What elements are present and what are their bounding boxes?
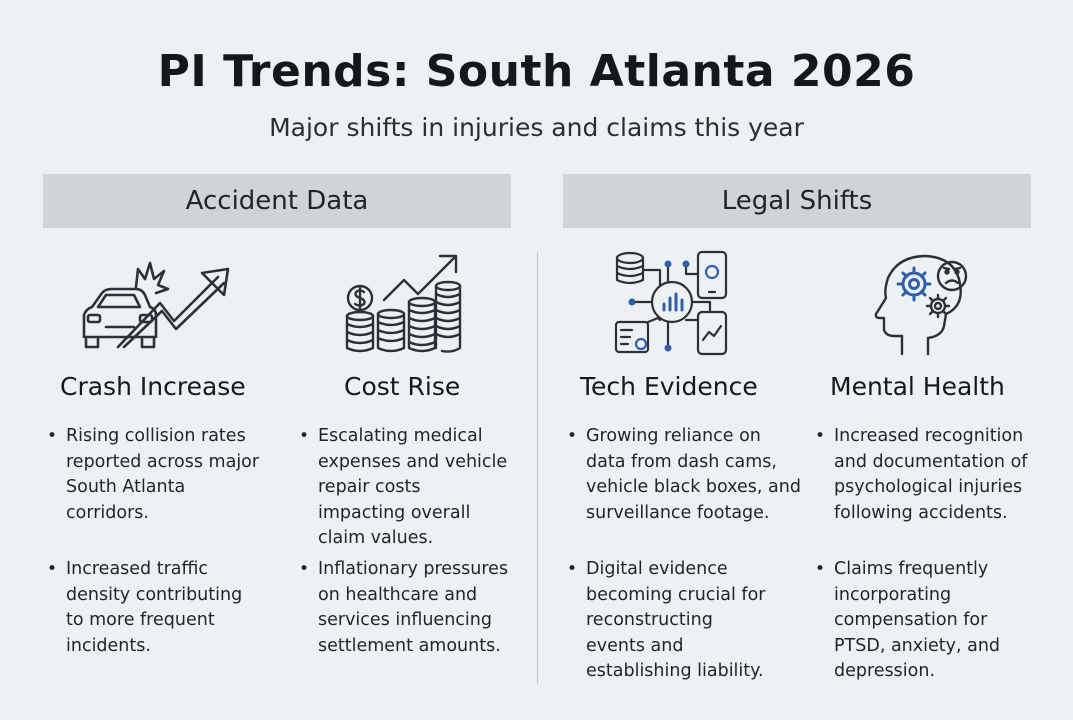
bullet-line: PTSD, anxiety, and [834,635,1001,656]
bullet-line: expenses and vehicle [318,451,508,472]
bullet-dot: • [815,559,826,579]
car-crash-trend-icon [78,255,233,350]
bullet-crash-increase-2: • Increased traffic density contributing… [47,557,243,659]
bullet-line: on healthcare and [318,584,478,605]
bullet-dot: • [567,426,578,446]
bullet-line: Increased recognition [834,426,1024,446]
bullet-cost-rise-2: • Inflationary pressures on healthcare a… [299,557,509,659]
bullet-line: Growing reliance on [586,426,761,446]
coins-trend-icon [342,250,467,358]
bullet-line: events and [586,635,684,656]
bullet-line: vehicle black boxes, and [586,477,801,497]
bullet-line: establishing liability. [586,661,764,681]
bullet-line: reported across major [66,451,260,472]
bullet-line: Escalating medical [318,426,483,446]
bullet-line: to more frequent [66,610,215,630]
column-divider [537,252,538,684]
bullet-dot: • [299,426,310,446]
column-title-tech-evidence: Tech Evidence [580,372,758,401]
section-header-legal-shifts: Legal Shifts [563,174,1031,228]
bullet-line: depression. [834,661,936,681]
bullet-line: data from dash cams, [586,451,777,472]
bullet-line: Claims frequently [834,559,989,579]
data-network-icon [612,250,730,358]
bullet-line: Inflationary pressures [318,559,509,579]
bullet-dot: • [815,426,826,446]
bullet-line: compensation for [834,610,988,630]
bullet-line: becoming crucial for [586,584,766,605]
bullet-dot: • [47,426,58,446]
bullet-mental-health-1: • Increased recognition and documentatio… [815,424,1028,526]
bullet-line: settlement amounts. [318,635,501,656]
bullet-line: services influencing [318,610,492,630]
head-gears-icon [872,250,977,358]
bullet-line: and documentation of [834,451,1028,472]
column-title-crash-increase: Crash Increase [60,372,246,401]
page-subtitle: Major shifts in injuries and claims this… [269,113,804,142]
bullet-dot: • [567,559,578,579]
bullet-tech-evidence-2: • Digital evidence becoming crucial for … [567,557,766,685]
bullet-line: psychological injuries [834,477,1023,497]
bullet-line: incidents. [66,635,151,656]
bullet-line: density contributing [66,584,243,605]
column-title-cost-rise: Cost Rise [344,372,461,401]
bullet-tech-evidence-1: • Growing reliance on data from dash cam… [567,424,801,526]
bullet-line: Rising collision rates [66,426,246,446]
bullet-line: Digital evidence [586,559,728,579]
bullet-line: corridors. [66,502,149,523]
bullet-crash-increase-1: • Rising collision rates reported across… [47,424,260,526]
bullet-line: repair costs [318,477,421,497]
bullet-mental-health-2: • Claims frequently incorporating compen… [815,557,1001,685]
column-title-mental-health: Mental Health [830,372,1005,401]
bullet-line: claim values. [318,528,434,548]
bullet-line: impacting overall [318,502,471,523]
page-title: PI Trends: South Atlanta 2026 [157,46,916,97]
bullet-dot: • [299,559,310,579]
bullet-line: reconstructing [586,610,713,630]
bullet-cost-rise-1: • Escalating medical expenses and vehicl… [299,424,508,552]
bullet-line: incorporating [834,584,952,605]
bullet-dot: • [47,559,58,579]
section-header-accident-data: Accident Data [43,174,511,228]
bullet-line: Increased traffic [66,559,209,579]
bullet-line: South Atlanta [66,477,186,497]
bullet-line: surveillance footage. [586,502,770,523]
bullet-line: following accidents. [834,502,1008,523]
